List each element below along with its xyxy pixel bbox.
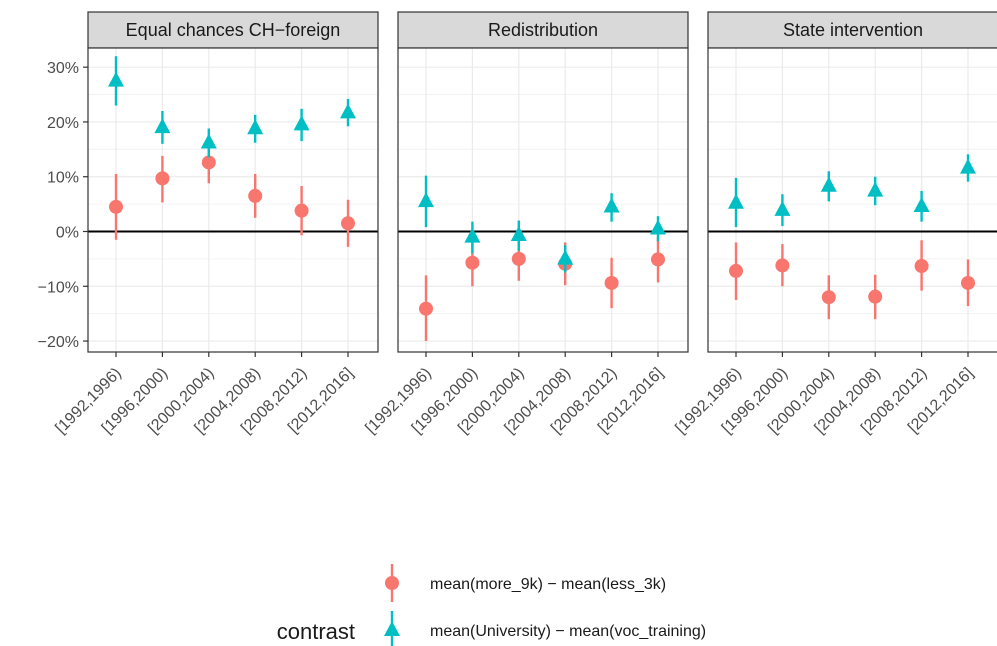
data-point-triangle xyxy=(108,71,124,87)
legend-key-circle xyxy=(385,576,399,590)
data-point-circle xyxy=(465,255,480,270)
data-point-triangle xyxy=(820,176,837,192)
legend-title: contrast xyxy=(277,619,355,644)
data-point-circle xyxy=(821,290,836,305)
data-point-circle xyxy=(419,301,433,316)
data-point-triangle xyxy=(960,158,976,174)
data-point-triangle xyxy=(603,197,620,213)
legend-key-triangle xyxy=(384,621,400,636)
y-tick-label: 20% xyxy=(47,115,79,132)
legend-label: mean(University) − mean(voc_training) xyxy=(430,623,706,640)
y-tick-label: 30% xyxy=(47,60,79,77)
data-point-circle xyxy=(155,171,170,186)
data-point-circle xyxy=(775,258,790,273)
y-axis: 30% 20% 10% 0% −10% −20% xyxy=(38,60,88,351)
data-point-triangle xyxy=(464,227,481,243)
legend-key xyxy=(384,611,400,646)
facet-strip xyxy=(397,11,689,49)
facet-strip xyxy=(707,11,997,49)
data-point-circle xyxy=(604,275,619,290)
facet-strip-title: Redistribution xyxy=(488,20,598,40)
data-point-circle xyxy=(294,203,309,218)
data-point-circle xyxy=(868,289,883,304)
y-tick-label: 0% xyxy=(56,224,79,241)
panel-background xyxy=(708,48,997,352)
data-point-circle xyxy=(651,252,665,267)
panel-border xyxy=(87,47,379,353)
data-point-triangle xyxy=(247,119,264,135)
facet-strip xyxy=(87,11,379,49)
data-point-circle xyxy=(511,251,526,266)
data-point-circle xyxy=(914,259,929,274)
data-point-triangle xyxy=(340,103,356,119)
y-tick-label: −10% xyxy=(38,279,79,296)
data-point-triangle xyxy=(510,226,527,242)
panel-background xyxy=(398,48,688,352)
data-point-circle xyxy=(201,155,216,170)
facet-panels: Equal chances CH−foreign[1992,1996)[1996… xyxy=(52,11,997,437)
data-point-triangle xyxy=(728,193,744,209)
panel-border xyxy=(397,47,689,353)
facet-panel: Equal chances CH−foreign[1992,1996)[1996… xyxy=(52,11,379,437)
panel-background xyxy=(88,48,378,352)
data-point-triangle xyxy=(913,196,930,212)
data-point-triangle xyxy=(200,133,217,149)
legend: contrast mean(more_9k) − mean(less_3k)mea… xyxy=(277,564,706,646)
data-point-circle xyxy=(729,263,743,278)
y-tick-label: 10% xyxy=(47,170,79,187)
facet-panel: Redistribution[1992,1996)[1996,2000)[200… xyxy=(362,11,689,437)
data-point-triangle xyxy=(650,219,666,235)
legend-key xyxy=(385,564,399,602)
data-point-triangle xyxy=(557,249,574,265)
data-point-triangle xyxy=(293,115,310,131)
data-point-circle xyxy=(341,216,355,231)
facet-panel: State intervention[1992,1996)[1996,2000)… xyxy=(672,11,997,437)
legend-label: mean(more_9k) − mean(less_3k) xyxy=(430,576,666,593)
data-point-triangle xyxy=(774,200,791,216)
y-tick-label: −20% xyxy=(38,334,79,351)
facet-strip-title: State intervention xyxy=(783,20,923,40)
data-point-circle xyxy=(961,275,975,290)
panel-border xyxy=(707,47,997,353)
facet-strip-title: Equal chances CH−foreign xyxy=(126,20,341,40)
data-point-circle xyxy=(109,199,123,214)
data-point-triangle xyxy=(867,181,884,197)
data-point-circle xyxy=(248,188,263,203)
data-point-triangle xyxy=(154,118,171,134)
data-point-triangle xyxy=(418,192,434,208)
